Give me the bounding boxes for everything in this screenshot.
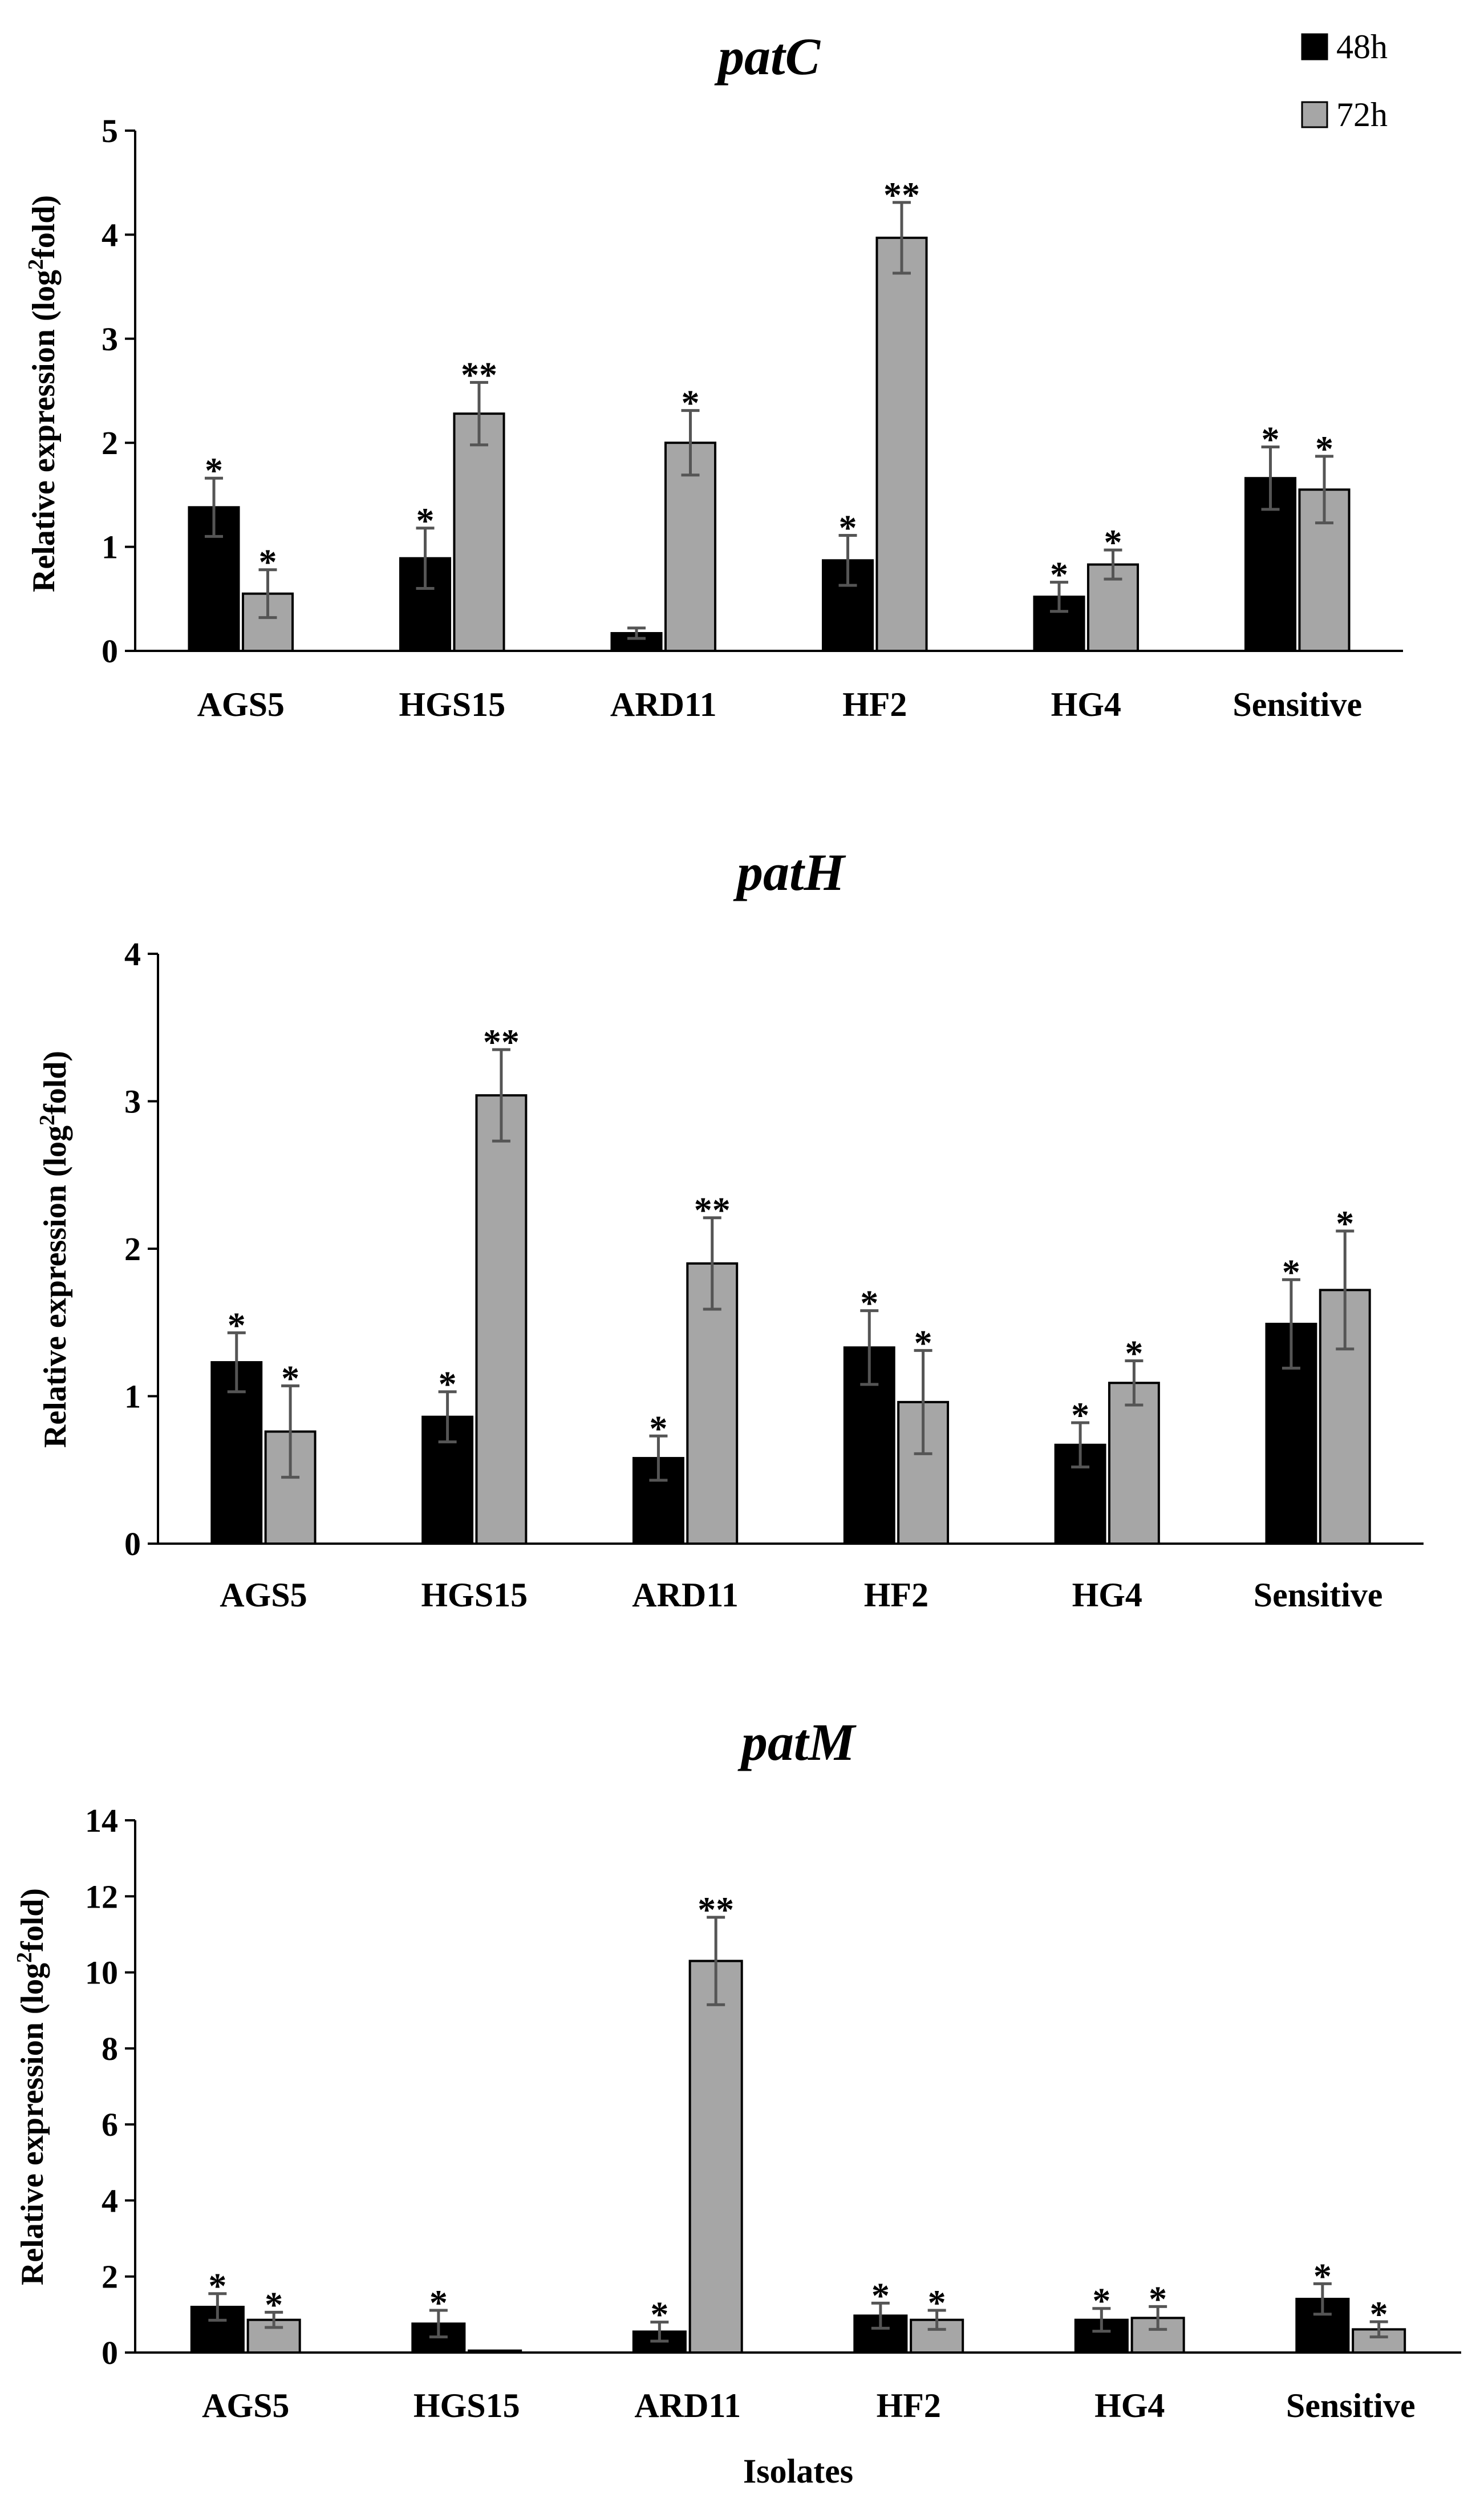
significance-label: **: [461, 354, 497, 395]
significance-label: **: [883, 175, 920, 215]
significance-label: *: [1370, 2294, 1388, 2334]
bar-72h: [875, 236, 928, 652]
significance-label: *: [1104, 522, 1122, 562]
y-tick-label: 0: [102, 633, 118, 670]
y-axis-label: Relative expression (log2fold): [35, 1051, 73, 1448]
significance-label: *: [1092, 2281, 1110, 2321]
y-tick-label: 12: [85, 1878, 118, 1915]
significance-label: *: [1315, 428, 1333, 469]
category-label: Sensitive: [1254, 1576, 1383, 1614]
y-tick-label: 2: [124, 1230, 141, 1268]
significance-label: *: [649, 1408, 667, 1448]
legend-swatch-72h: [1301, 101, 1328, 128]
category-label: ARD11: [632, 1576, 739, 1614]
category-label: AGS5: [197, 686, 285, 723]
y-tick-label: 0: [124, 1525, 141, 1562]
y-tick-label: 6: [102, 2106, 118, 2143]
y-tick-label: 3: [124, 1083, 141, 1120]
significance-label: *: [265, 2284, 283, 2325]
category-label: ARD11: [610, 686, 717, 723]
significance-label: *: [1125, 1333, 1143, 1373]
category-label: HGS15: [399, 686, 505, 723]
significance-label: *: [1050, 554, 1068, 595]
y-tick-label: 0: [102, 2334, 118, 2371]
significance-label: *: [681, 383, 699, 423]
y-tick-label: 2: [102, 424, 118, 461]
y-tick-label: 10: [85, 1954, 118, 1991]
significance-label: *: [914, 1322, 932, 1363]
significance-label: *: [281, 1358, 299, 1398]
bar-48h: [399, 557, 452, 652]
significance-label: *: [1071, 1395, 1089, 1435]
significance-label: *: [429, 2282, 448, 2323]
significance-label: *: [228, 1305, 246, 1345]
y-axis-label: Relative expression (log2fold): [13, 1888, 50, 2285]
bar-72h: [688, 1960, 743, 2354]
bar-48h: [610, 631, 663, 652]
significance-label: *: [1262, 419, 1280, 459]
significance-label: *: [205, 450, 223, 491]
legend-label-48h: 48h: [1336, 28, 1388, 66]
significance-label: **: [483, 1022, 520, 1062]
category-label: Sensitive: [1286, 2387, 1416, 2424]
category-label: HG4: [1094, 2387, 1165, 2424]
bar-72h: [468, 2349, 522, 2354]
significance-label: *: [860, 1283, 878, 1323]
bar-72h: [664, 442, 717, 652]
y-tick-label: 4: [102, 2182, 118, 2219]
category-label: HG4: [1072, 1576, 1142, 1614]
bar-72h: [1108, 1382, 1160, 1545]
significance-label: *: [439, 1364, 457, 1404]
y-tick-label: 2: [102, 2258, 118, 2295]
category-label: Sensitive: [1232, 686, 1362, 723]
significance-label: *: [1313, 2256, 1332, 2296]
legend: 48h 72h: [1301, 28, 1388, 133]
bar-72h: [475, 1094, 528, 1545]
category-label: AGS5: [220, 1576, 307, 1614]
chart-title: patM: [737, 1713, 857, 1771]
significance-label: *: [1336, 1203, 1354, 1244]
chart-title: patC: [714, 27, 821, 86]
chart-patM: patM 0 2 4 6 8 10 12 14 Relative expression (log2…: [13, 1713, 1461, 2490]
y-tick-label: 3: [102, 321, 118, 358]
significance-label: *: [928, 2282, 946, 2323]
significance-label: *: [839, 508, 857, 548]
y-axis-label: Relative expression (log2fold): [24, 195, 62, 592]
bar-72h: [453, 412, 505, 652]
category-label: HGS15: [421, 1576, 528, 1614]
category-label: HG4: [1051, 686, 1121, 723]
y-tick-label: 8: [102, 2030, 118, 2067]
category-label: HF2: [877, 2387, 941, 2424]
legend-label-72h: 72h: [1336, 96, 1388, 133]
significance-label: *: [650, 2294, 668, 2335]
chart-patC: patC 0 1 2 3 4 5 Relative expression (log2fold)…: [24, 27, 1403, 723]
y-tick-label: 1: [124, 1378, 141, 1415]
category-label: ARD11: [634, 2387, 741, 2424]
significance-label: *: [208, 2266, 226, 2306]
chart-patH: patH 0 1 2 3 4 Relative expression (log2fold) A…: [35, 843, 1424, 1614]
category-label: HF2: [842, 686, 907, 723]
significance-label: *: [258, 542, 277, 582]
significance-label: *: [416, 500, 435, 541]
chart-title: patH: [733, 843, 846, 901]
category-label: HGS15: [413, 2387, 520, 2424]
legend-swatch-48h: [1301, 33, 1328, 60]
x-axis-label: Isolates: [743, 2452, 853, 2490]
category-label: HF2: [864, 1576, 928, 1614]
significance-label: **: [698, 1889, 734, 1930]
y-tick-label: 4: [102, 216, 118, 253]
significance-label: **: [694, 1190, 731, 1230]
y-tick-label: 4: [124, 936, 141, 973]
y-tick-label: 5: [102, 112, 118, 149]
y-tick-label: 1: [102, 529, 118, 566]
significance-label: *: [1282, 1252, 1300, 1292]
y-tick-label: 14: [85, 1802, 118, 1839]
category-label: AGS5: [202, 2387, 289, 2424]
significance-label: *: [871, 2275, 890, 2315]
significance-label: *: [1149, 2278, 1167, 2319]
